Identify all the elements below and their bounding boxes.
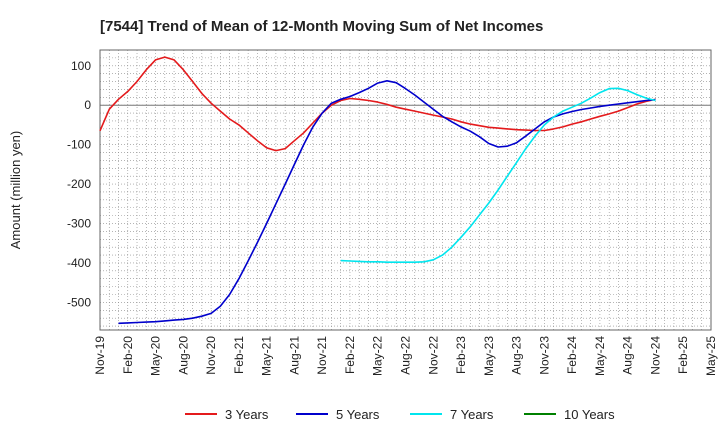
x-tick-label: Aug-23: [510, 336, 524, 375]
y-tick-label: -200: [67, 177, 91, 191]
x-tick-label: Aug-24: [621, 336, 635, 375]
x-tick-label: Feb-23: [454, 336, 468, 374]
y-tick-label: -500: [67, 295, 91, 309]
x-tick-label: Feb-22: [343, 336, 357, 374]
y-axis-ticks: 100 0 -100 -200 -300 -400 -500: [67, 59, 91, 310]
x-tick-label: Feb-25: [676, 336, 690, 374]
x-tick-label: Aug-20: [176, 336, 190, 375]
x-tick-label: Nov-19: [93, 336, 107, 375]
legend-label: 3 Years: [225, 407, 269, 422]
x-tick-label: Nov-20: [204, 336, 218, 375]
x-tick-label: Feb-20: [121, 336, 135, 374]
y-tick-label: 100: [71, 59, 91, 73]
series-group: [99, 56, 656, 325]
grid: [100, 49, 711, 330]
x-tick-label: May-22: [371, 336, 385, 376]
y-tick-label: -400: [67, 256, 91, 270]
x-tick-label: Aug-22: [399, 336, 413, 375]
x-axis-ticks: Nov-19 Feb-20 May-20 Aug-20 Nov-20 Feb-21 May-…: [93, 336, 718, 376]
x-tick-label: May-21: [260, 336, 274, 376]
x-tick-label: Nov-23: [537, 336, 551, 375]
plot-area: [99, 49, 712, 331]
x-tick-label: Nov-21: [315, 336, 329, 375]
x-tick-label: May-24: [593, 336, 607, 376]
y-axis-label: Amount (million yen): [8, 131, 23, 250]
x-tick-label: Feb-21: [232, 336, 246, 374]
x-tick-label: May-23: [482, 336, 496, 376]
series-line-3-years: [99, 56, 656, 152]
legend-label: 5 Years: [336, 407, 380, 422]
x-tick-label: Aug-21: [287, 336, 301, 375]
legend-label: 7 Years: [450, 407, 494, 422]
series-line-7-years: [340, 87, 656, 263]
legend: 3 Years 5 Years 7 Years 10 Years: [185, 407, 615, 422]
series-line-5-years: [118, 80, 656, 325]
legend-label: 10 Years: [564, 407, 615, 422]
y-tick-label: -300: [67, 217, 91, 231]
x-tick-label: May-25: [704, 336, 718, 376]
y-tick-label: -100: [67, 138, 91, 152]
x-tick-label: May-20: [149, 336, 163, 376]
x-tick-label: Nov-22: [426, 336, 440, 375]
x-tick-label: Nov-24: [648, 336, 662, 375]
chart-title: [7544] Trend of Mean of 12-Month Moving …: [100, 18, 543, 35]
x-tick-label: Feb-24: [565, 336, 579, 374]
y-tick-label: 0: [84, 98, 91, 112]
